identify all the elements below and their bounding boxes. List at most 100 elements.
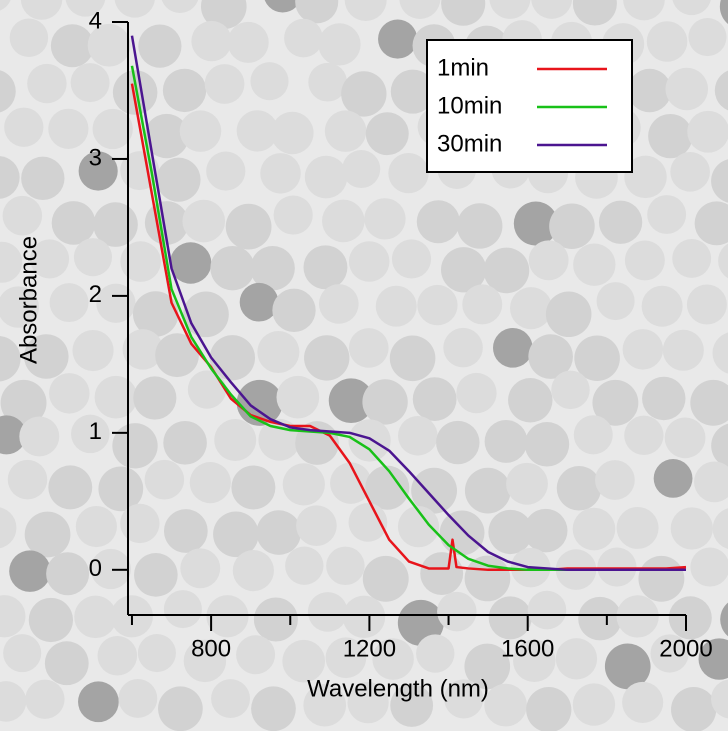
background-particle	[87, 23, 131, 67]
background-particle	[97, 635, 138, 676]
background-particle	[118, 679, 158, 718]
background-particle	[0, 595, 26, 638]
background-particle	[398, 415, 438, 456]
background-particle	[598, 200, 643, 244]
background-particle	[0, 0, 11, 11]
background-particle	[250, 246, 295, 291]
background-particle	[646, 21, 688, 62]
x-axis-title: Wavelength (nm)	[307, 675, 489, 702]
background-particle	[307, 592, 348, 632]
background-particle	[191, 20, 232, 62]
background-particle	[399, 0, 441, 19]
background-particle	[596, 282, 635, 321]
background-particle	[690, 547, 728, 587]
background-particle	[714, 70, 728, 111]
background-particle	[206, 151, 246, 191]
background-particle	[21, 156, 65, 201]
background-particle	[304, 335, 350, 381]
background-particle	[73, 238, 113, 277]
background-particle	[492, 328, 533, 368]
background-particle	[483, 247, 530, 294]
background-particle	[508, 378, 553, 423]
background-particle	[27, 63, 67, 104]
background-particle	[420, 552, 464, 596]
background-particle	[523, 508, 568, 553]
background-particle	[597, 547, 637, 587]
background-particle	[664, 417, 706, 459]
background-particle	[711, 159, 728, 203]
background-particle	[2, 195, 43, 236]
background-particle	[96, 283, 136, 323]
background-particle	[488, 509, 533, 555]
background-particle	[0, 415, 27, 455]
background-particle	[28, 597, 74, 643]
background-particle	[49, 373, 90, 414]
background-particle	[364, 198, 406, 240]
background-particle	[98, 466, 144, 512]
background-particle	[672, 0, 711, 16]
background-particle	[436, 420, 480, 465]
background-particle	[348, 419, 391, 462]
background-particle	[647, 195, 687, 234]
background-particle	[0, 681, 27, 722]
background-particle	[328, 378, 374, 424]
background-particle	[303, 245, 348, 290]
y-tick-label: 0	[89, 555, 102, 582]
background-particle	[9, 18, 49, 57]
background-particle	[527, 590, 567, 630]
background-particle	[48, 108, 89, 149]
background-particle	[688, 18, 727, 57]
background-particle	[648, 113, 693, 159]
y-tick-label: 4	[89, 7, 102, 34]
background-particle	[397, 599, 444, 646]
background-particle	[161, 0, 199, 13]
background-particle	[488, 596, 532, 640]
background-particle	[484, 683, 527, 727]
background-particle	[264, 0, 301, 13]
background-particle	[672, 239, 712, 278]
background-particle	[572, 507, 616, 551]
background-particle	[158, 686, 203, 731]
background-particle	[411, 467, 457, 514]
x-tick-label: 1200	[343, 635, 396, 662]
background-particle	[46, 552, 90, 596]
background-particle	[322, 199, 365, 243]
background-particle	[662, 329, 704, 371]
background-particle	[227, 21, 269, 63]
background-particle	[71, 414, 110, 454]
background-particle	[257, 331, 300, 374]
background-particle	[183, 291, 229, 338]
background-particle	[0, 335, 21, 382]
background-particle	[29, 239, 70, 279]
background-particle	[348, 241, 390, 282]
background-particle	[344, 0, 387, 21]
background-particle	[48, 465, 93, 510]
background-particle	[260, 153, 301, 194]
background-particle	[144, 459, 185, 500]
background-particle	[324, 110, 367, 152]
background-particle	[719, 0, 728, 24]
y-tick-label: 3	[89, 144, 102, 171]
background-particle	[668, 596, 712, 640]
background-particle	[284, 18, 323, 58]
x-tick-label: 1600	[501, 635, 554, 662]
background-particle	[250, 62, 289, 101]
background-particle	[526, 687, 572, 731]
background-particle	[573, 415, 613, 455]
background-particle	[531, 0, 573, 19]
background-particle	[694, 201, 728, 246]
background-particle	[93, 202, 138, 247]
background-particle	[308, 62, 348, 102]
background-particle	[282, 639, 326, 683]
background-particle	[362, 379, 408, 425]
background-particle	[132, 291, 179, 337]
background-particle	[509, 287, 553, 330]
background-particle	[687, 110, 728, 153]
background-particle	[711, 423, 728, 468]
legend-label: 1min	[437, 54, 489, 81]
background-particle	[210, 245, 255, 291]
background-particle	[712, 332, 728, 374]
background-particle	[348, 502, 388, 542]
background-particle	[92, 108, 133, 150]
background-particle	[642, 376, 686, 421]
